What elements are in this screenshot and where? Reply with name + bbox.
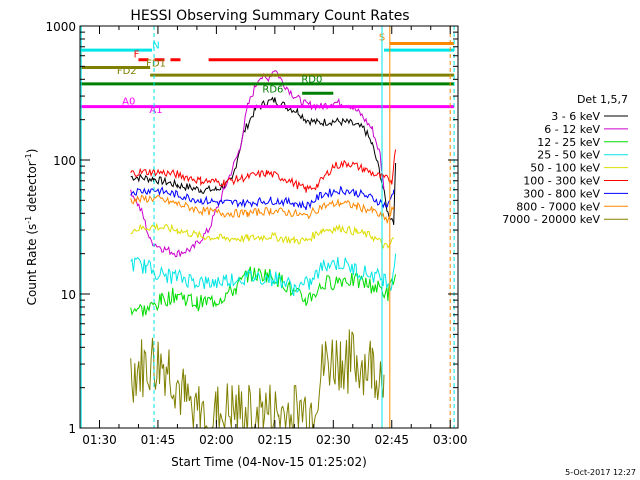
state-flag-bars: NSFFD1FD2RD0RD6A0A1: [80, 32, 455, 116]
flag-label-f: F: [134, 50, 140, 61]
legend-label: 12 - 25 keV: [537, 136, 600, 149]
legend-label: 50 - 100 keV: [530, 162, 600, 175]
x-tick-label: 02:45: [374, 433, 409, 447]
y-axis-label-end: ): [25, 149, 39, 154]
chart-title: HESSI Observing Summary Count Rates: [130, 8, 409, 24]
flag-label-n: N: [152, 40, 159, 51]
legend-label: 7000 - 20000 keV: [502, 213, 600, 226]
x-tick-label: 03:00: [433, 433, 468, 447]
x-tick-label: 02:00: [199, 433, 234, 447]
flag-label-a1: A1: [149, 105, 162, 116]
trace-25-50-kev: [130, 253, 397, 297]
legend-label: 6 - 12 keV: [544, 123, 600, 136]
y-axis-label-main: Count Rate (s: [25, 224, 39, 306]
x-tick-label: 02:30: [316, 433, 351, 447]
y-axis-label-mid: detector: [25, 161, 39, 216]
legend-title: Det 1,5,7: [577, 93, 628, 106]
y-tick-label: 10: [61, 288, 76, 302]
y-axis-label: Count Rate (s-1 detector-1): [24, 149, 39, 306]
y-axis-label-sup1: -1: [24, 216, 33, 224]
trace-300-800-kev: [130, 185, 395, 211]
flag-label-fd2: FD2: [117, 66, 137, 77]
y-axis-label-sup2: -1: [24, 153, 33, 161]
legend-label: 25 - 50 keV: [537, 149, 600, 162]
trace-100-300-kev: [130, 149, 397, 193]
flag-label-rd6: RD6: [262, 84, 283, 95]
y-tick-label: 1: [68, 422, 76, 436]
trace-800-7000-kev: [130, 194, 395, 224]
trace-12-25-kev: [130, 266, 397, 317]
flag-label-a0: A0: [122, 96, 135, 107]
count-rate-traces: [130, 70, 397, 430]
x-tick-label: 01:30: [82, 433, 117, 447]
y-tick-label: 100: [53, 154, 76, 168]
x-tick-label: 02:15: [258, 433, 293, 447]
legend-label: 300 - 800 keV: [523, 187, 600, 200]
axes: 01:30 01:45 02:00 02:15 02:30 02:45 03:00 1 10 10…: [45, 20, 467, 447]
flag-label-fd1: FD1: [146, 58, 166, 69]
trace-3-6-kev: [130, 96, 397, 225]
trace-7000-20000-kev: [130, 329, 385, 430]
legend-label: 3 - 6 keV: [551, 110, 600, 123]
plot-frame: [79, 25, 459, 429]
time-marker-lines: [80, 26, 455, 428]
x-tick-label: 01:45: [141, 433, 176, 447]
trace-50-100-kev: [130, 222, 395, 250]
x-axis-label: Start Time (04-Nov-15 01:25:02): [171, 455, 367, 469]
legend-label: 800 - 7000 keV: [516, 200, 600, 213]
flag-label-rd0: RD0: [301, 74, 322, 85]
footer-date: 5-Oct-2017 12:27: [565, 468, 636, 477]
legend-label: 100 - 300 keV: [523, 175, 600, 188]
y-tick-label: 1000: [45, 20, 76, 34]
